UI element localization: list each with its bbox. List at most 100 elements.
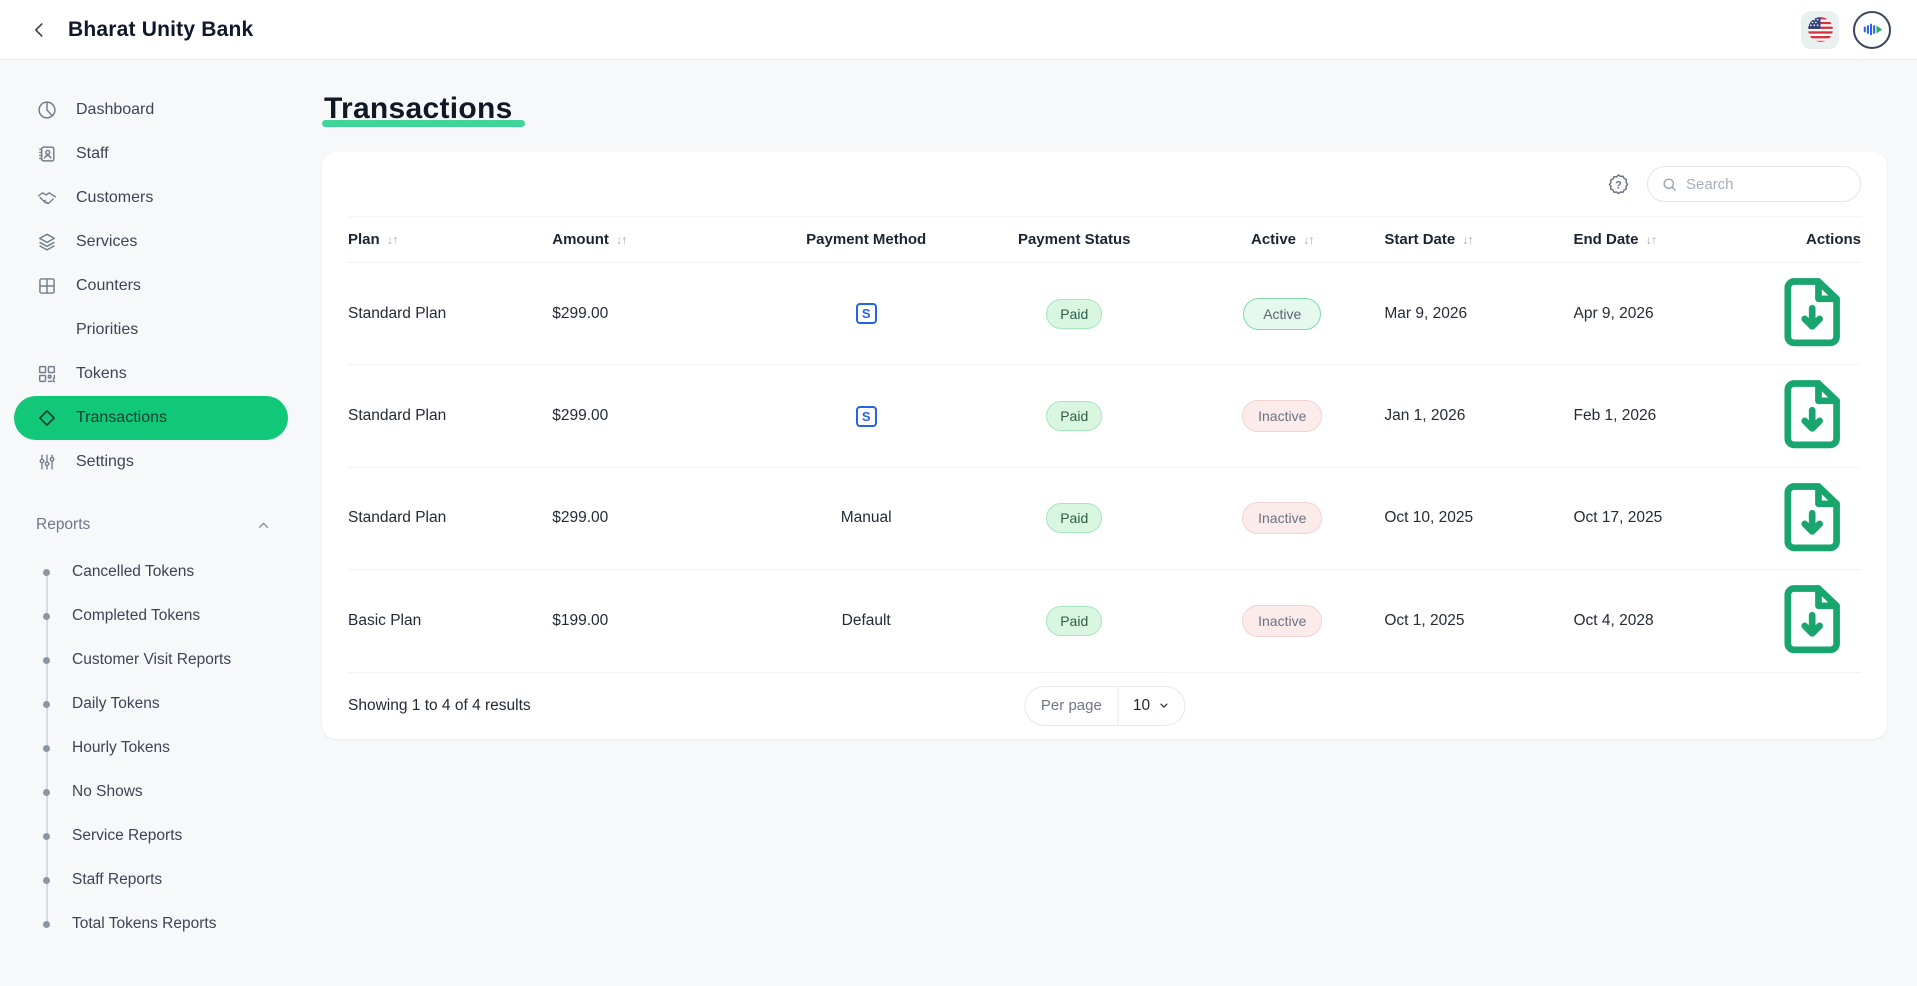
cell-payment-method: S (764, 364, 969, 468)
report-item-daily-tokens[interactable]: Daily Tokens (22, 682, 280, 726)
cell-payment-status: Paid (968, 467, 1181, 571)
reports-label: Reports (36, 516, 91, 533)
layers-icon (36, 231, 58, 253)
table-toolbar: ? (348, 152, 1861, 216)
sidebar-item-staff[interactable]: Staff (14, 132, 288, 176)
per-page-label: Per page (1040, 697, 1102, 714)
payment-status-badge: Paid (1046, 401, 1103, 432)
report-item-cancelled-tokens[interactable]: Cancelled Tokens (22, 550, 280, 594)
sort-icon[interactable]: ↓↑ (1645, 233, 1657, 247)
sort-icon[interactable]: ↓↑ (1303, 233, 1314, 247)
sidebar-item-dashboard[interactable]: Dashboard (14, 88, 288, 132)
topbar-right (1801, 10, 1891, 49)
sidebar-item-services[interactable]: Services (14, 220, 288, 264)
column-label: Actions (1805, 231, 1861, 248)
sidebar-item-tokens[interactable]: Tokens (14, 352, 288, 396)
diamond-icon (36, 407, 58, 429)
cell-actions (1762, 467, 1861, 571)
payment-status-badge: Paid (1046, 298, 1103, 329)
help-badge-icon: ? (1606, 172, 1631, 197)
brand-logo-icon (1860, 17, 1885, 42)
search-input[interactable] (1686, 175, 1847, 193)
cell-payment-method: Default (764, 569, 969, 673)
sidebar-item-label: Settings (76, 453, 134, 470)
flame-icon (36, 319, 58, 341)
cell-active: Inactive (1180, 467, 1385, 571)
active-status-badge: Inactive (1242, 502, 1323, 535)
report-item-hourly-tokens[interactable]: Hourly Tokens (22, 726, 280, 770)
cell-payment-status: Paid (968, 262, 1181, 366)
sidebar-item-customers[interactable]: Customers (14, 176, 288, 220)
active-status-badge: Active (1243, 297, 1322, 330)
column-label: Active (1250, 231, 1297, 248)
chevron-left-icon (28, 19, 50, 41)
back-button[interactable] (26, 17, 52, 43)
cell-end-date: Apr 9, 2026 (1573, 262, 1763, 366)
report-item-no-shows[interactable]: No Shows (22, 770, 280, 814)
download-invoice-button[interactable] (1763, 263, 1861, 361)
topbar: Bharat Unity Bank (0, 0, 1917, 60)
per-page-select[interactable]: Per page 10 (1023, 685, 1186, 726)
column-label: Payment Status (1017, 231, 1131, 248)
search-box (1647, 166, 1861, 202)
profile-avatar[interactable] (1853, 10, 1891, 49)
cell-actions (1762, 569, 1861, 673)
sidebar-item-label: Tokens (76, 365, 127, 382)
sort-icon[interactable]: ↓↑ (386, 233, 398, 247)
cell-payment-method: S (764, 262, 969, 366)
chevron-up-icon (255, 517, 272, 534)
column-header-end-date[interactable]: End Date ↓↑ (1573, 216, 1763, 263)
invoice-download-icon (1765, 265, 1859, 359)
search-icon (1661, 176, 1678, 193)
download-invoice-button[interactable] (1763, 468, 1861, 566)
cell-plan: Basic Plan (348, 569, 553, 673)
sidebar-item-transactions[interactable]: Transactions (14, 396, 288, 440)
column-header-plan[interactable]: Plan ↓↑ (348, 216, 553, 263)
cell-plan: Standard Plan (348, 262, 553, 366)
report-item-total-tokens-reports[interactable]: Total Tokens Reports (22, 902, 280, 946)
cell-plan: Standard Plan (348, 467, 553, 571)
sidebar-item-settings[interactable]: Settings (14, 440, 288, 484)
column-header-active[interactable]: Active ↓↑ (1180, 216, 1385, 263)
brand-title: Bharat Unity Bank (68, 17, 254, 41)
table-row: Standard Plan $299.00 S Paid Active Mar 9, 20… (348, 262, 1861, 366)
column-header-amount[interactable]: Amount ↓↑ (552, 216, 765, 263)
per-page-value: 10 (1132, 696, 1151, 714)
sidebar-item-counters[interactable]: Counters (14, 264, 288, 308)
language-button[interactable] (1801, 10, 1839, 49)
invoice-download-icon (1765, 572, 1859, 666)
sidebar-item-label: Staff (76, 145, 109, 162)
sidebar-item-label: Counters (76, 277, 141, 294)
table-header-row: Plan ↓↑ Amount ↓↑ Payment Method Payment Stat… (348, 216, 1861, 263)
main-nav: Dashboard Staff Customers Services Counters P… (14, 88, 288, 484)
reports-header[interactable]: Reports (22, 510, 280, 540)
download-invoice-button[interactable] (1763, 570, 1861, 668)
cell-actions (1762, 262, 1861, 366)
sidebar: Dashboard Staff Customers Services Counters P… (0, 60, 302, 986)
report-item-customer-visit-reports[interactable]: Customer Visit Reports (22, 638, 280, 682)
help-button[interactable]: ? (1606, 172, 1631, 197)
cell-amount: $299.00 (552, 364, 765, 468)
sidebar-item-label: Priorities (76, 321, 139, 338)
qr-code-icon (36, 363, 58, 385)
cell-active: Inactive (1180, 569, 1385, 673)
sidebar-item-label: Services (76, 233, 138, 250)
sort-icon[interactable]: ↓↑ (1462, 233, 1473, 247)
download-invoice-button[interactable] (1763, 365, 1861, 463)
cell-start-date: Jan 1, 2026 (1384, 364, 1574, 468)
report-item-completed-tokens[interactable]: Completed Tokens (22, 594, 280, 638)
report-item-service-reports[interactable]: Service Reports (22, 814, 280, 858)
cell-actions (1762, 364, 1861, 468)
cell-active: Inactive (1180, 364, 1385, 468)
column-header-start-date[interactable]: Start Date ↓↑ (1384, 216, 1574, 263)
sidebar-item-label: Customers (76, 189, 154, 206)
column-label: Plan (348, 231, 380, 248)
sort-icon[interactable]: ↓↑ (615, 233, 627, 247)
reports-section: Reports Cancelled Tokens Completed Tokens… (14, 510, 288, 946)
us-flag-icon (1807, 16, 1834, 43)
report-item-staff-reports[interactable]: Staff Reports (22, 858, 280, 902)
table-row: Standard Plan $299.00 Manual Paid Inactive Oc… (348, 467, 1861, 571)
cell-end-date: Oct 4, 2028 (1573, 569, 1763, 673)
sidebar-item-priorities[interactable]: Priorities (14, 308, 288, 352)
